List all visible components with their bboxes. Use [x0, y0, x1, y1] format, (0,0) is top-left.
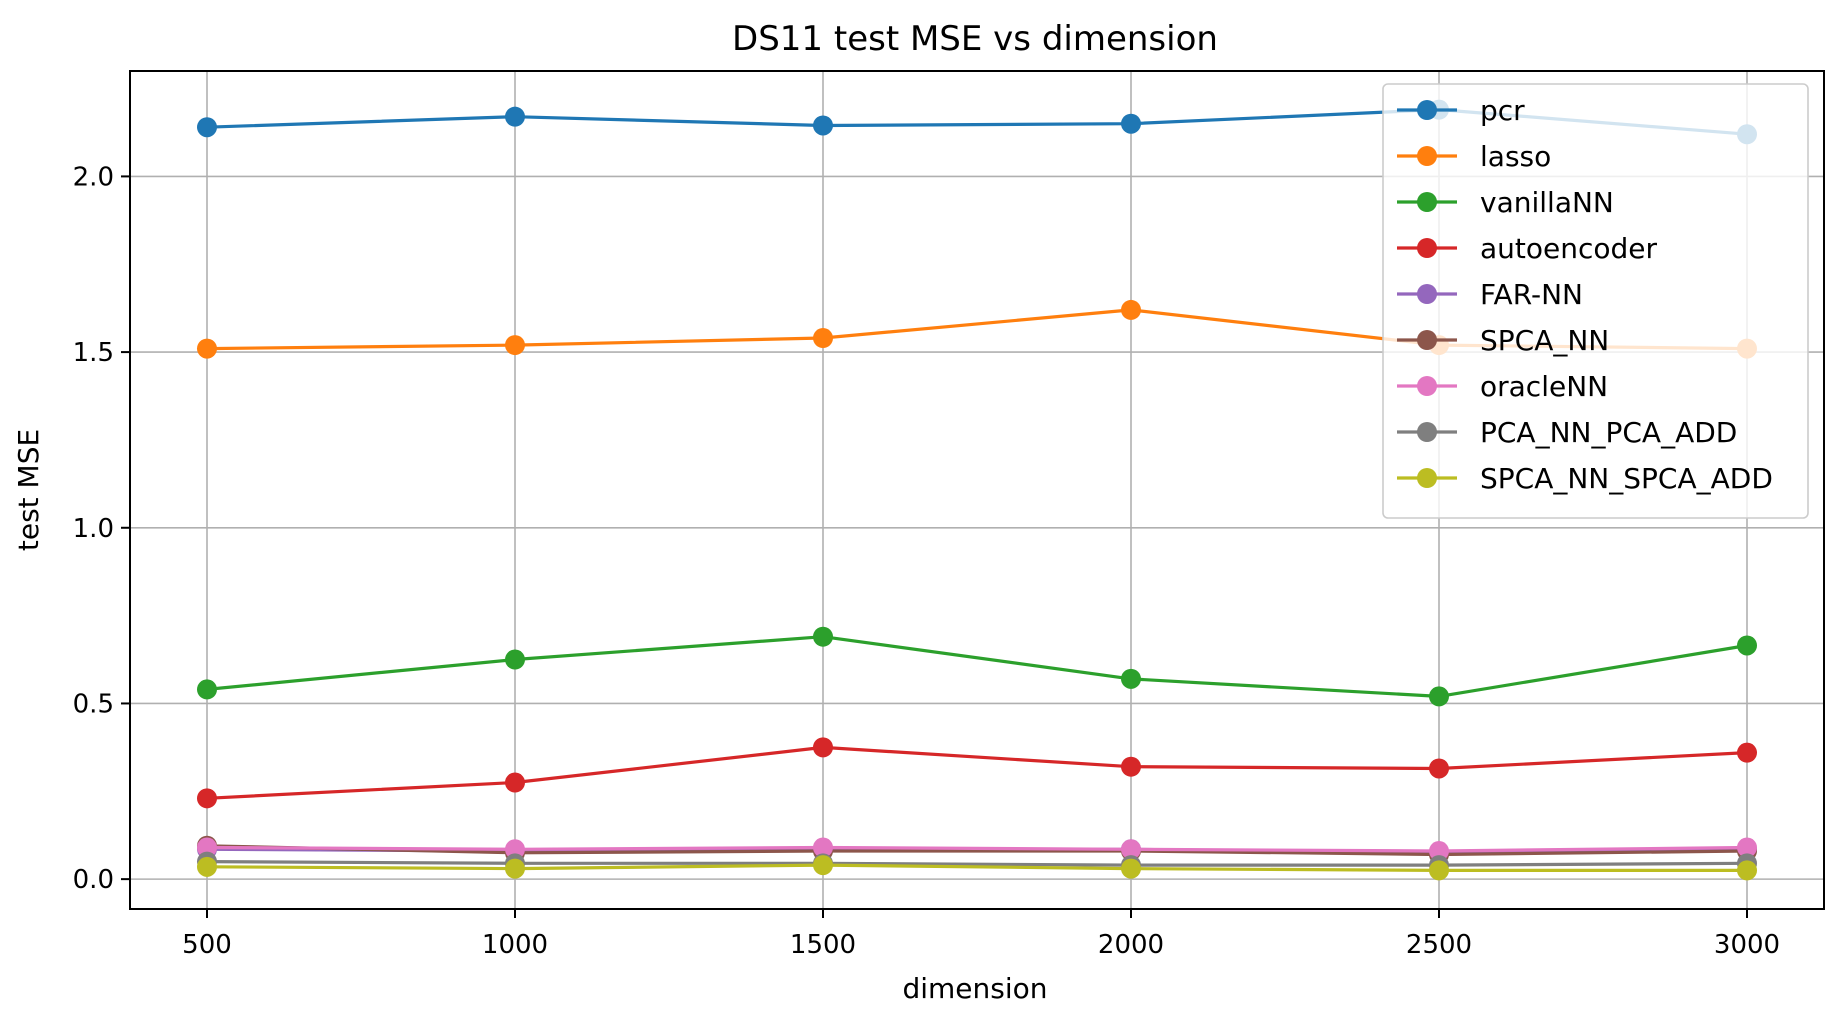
series-SPCA_NN_SPCA_ADD [197, 855, 1757, 881]
legend-entry: autoencoder [1397, 232, 1658, 265]
data-point [197, 338, 217, 359]
legend-label: vanillaNN [1480, 186, 1614, 219]
data-point [197, 856, 217, 877]
data-point [1737, 742, 1757, 763]
data-point [505, 335, 525, 356]
y-tick-label: 0.5 [73, 689, 114, 719]
x-tick-label: 2000 [1098, 930, 1164, 960]
legend-marker [1417, 284, 1437, 304]
data-point [1737, 860, 1757, 881]
legend-marker [1417, 330, 1437, 350]
y-tick-label: 2.0 [73, 162, 114, 192]
series-line [206, 635, 1748, 699]
legend-marker [1417, 422, 1437, 442]
legend-marker [1417, 146, 1437, 166]
series-line [206, 863, 1747, 873]
legend-label: lasso [1480, 140, 1551, 173]
legend-entry: pcr [1397, 94, 1525, 127]
legend-entry: FAR-NN [1397, 278, 1583, 311]
series-line [206, 845, 1748, 853]
data-point [1121, 299, 1141, 320]
legend-label: SPCA_NN [1480, 324, 1609, 357]
data-point [1429, 841, 1449, 862]
data-point [1121, 839, 1141, 860]
data-point [505, 839, 525, 860]
data-point [1737, 635, 1757, 656]
legend: pcr lasso vanillaNN autoencoder FAR-NN SPCA_N… [1382, 83, 1809, 519]
chart-title: DS11 test MSE vs dimension [732, 19, 1218, 59]
series-line [206, 745, 1748, 800]
legend-entry: PCA_NN_PCA_ADD [1397, 416, 1737, 449]
legend-entry: oracleNN [1397, 370, 1608, 403]
legend-marker [1417, 376, 1437, 396]
x-axis-ticks: 500 1000 1500 2000 2500 3000 [182, 909, 1780, 960]
legend-label: oracleNN [1480, 370, 1608, 403]
x-axis-label: dimension [902, 972, 1047, 1005]
x-tick-label: 1000 [482, 930, 548, 960]
x-tick-label: 2500 [1406, 930, 1472, 960]
data-point [1121, 668, 1141, 689]
data-point [197, 837, 217, 858]
legend-marker [1417, 100, 1437, 120]
data-point [197, 788, 217, 809]
legend-entry: SPCA_NN_SPCA_ADD [1397, 462, 1773, 495]
data-point [1429, 860, 1449, 881]
data-point [505, 772, 525, 793]
legend-marker [1417, 192, 1437, 212]
series-line [206, 844, 1748, 857]
series-line [206, 859, 1748, 867]
legend-label: pcr [1480, 94, 1525, 127]
data-point [1737, 837, 1757, 858]
data-point [813, 837, 833, 858]
legend-marker [1417, 238, 1437, 258]
data-point [197, 117, 217, 138]
series-oracleNN [197, 837, 1757, 862]
legend-entry: vanillaNN [1397, 186, 1614, 219]
data-point [813, 855, 833, 876]
data-point [1121, 113, 1141, 134]
x-tick-label: 500 [182, 930, 232, 960]
legend-label: PCA_NN_PCA_ADD [1480, 416, 1737, 449]
data-point [505, 649, 525, 670]
legend-label: SPCA_NN_SPCA_ADD [1480, 462, 1773, 495]
data-point [505, 106, 525, 127]
legend-label: autoencoder [1480, 232, 1658, 265]
plot-frame [129, 70, 1825, 910]
data-point [813, 115, 833, 136]
data-point [1429, 758, 1449, 779]
legend-entry: lasso [1397, 140, 1551, 173]
legend-entry: SPCA_NN [1397, 324, 1609, 357]
y-axis-label: test MSE [12, 429, 45, 551]
legend-label: FAR-NN [1480, 278, 1583, 311]
y-tick-label: 0.0 [73, 865, 114, 895]
data-point [813, 328, 833, 349]
y-tick-label: 1.5 [73, 338, 114, 368]
y-tick-label: 1.0 [73, 514, 114, 544]
data-point [505, 858, 525, 879]
legend-marker [1417, 468, 1437, 488]
data-point [813, 737, 833, 758]
data-point [1429, 686, 1449, 707]
y-axis-ticks: 0.0 0.5 1.0 1.5 2.0 [73, 162, 130, 895]
data-point [813, 626, 833, 647]
x-tick-label: 3000 [1714, 930, 1780, 960]
series-vanillaNN [197, 626, 1757, 707]
legend-box [1382, 83, 1809, 519]
data-point [1121, 858, 1141, 879]
series-autoencoder [197, 737, 1757, 809]
data-point [197, 679, 217, 700]
data-point [1121, 756, 1141, 777]
x-tick-label: 1500 [790, 930, 856, 960]
